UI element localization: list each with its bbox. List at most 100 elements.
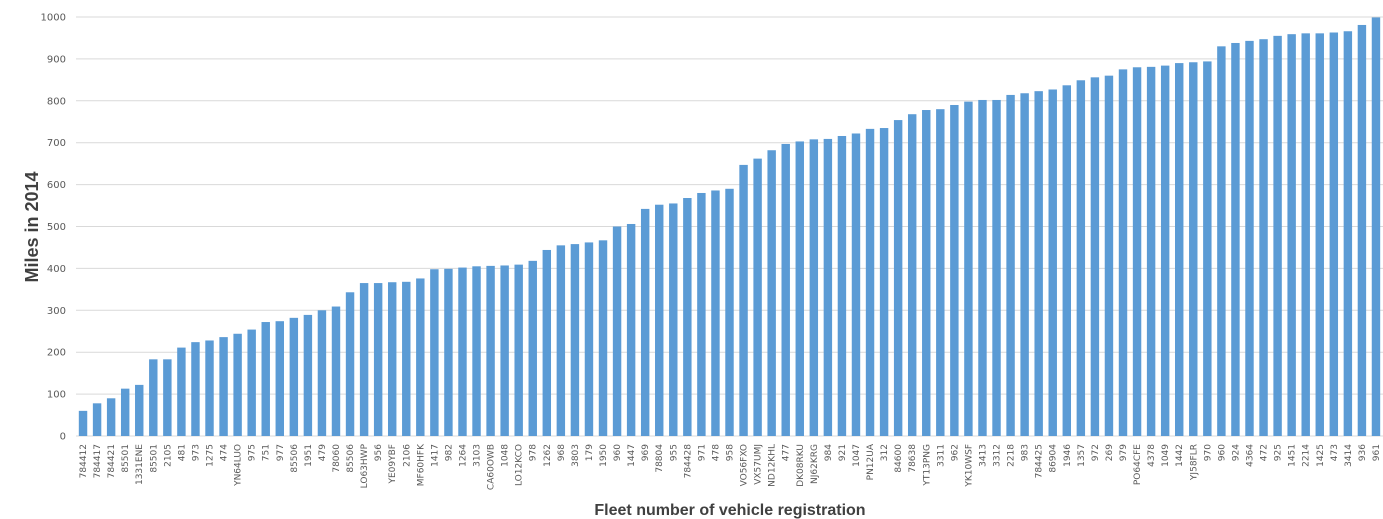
bar [893, 120, 903, 436]
bar [1006, 94, 1015, 437]
x-tick-label: 1264 [458, 444, 468, 467]
x-tick-label: 956 [374, 444, 384, 461]
x-tick-label: 921 [838, 444, 848, 461]
bar [472, 266, 481, 436]
bar [233, 333, 242, 436]
y-tick-label: 600 [47, 180, 66, 191]
x-tick-label: 1262 [543, 444, 553, 467]
x-tick-label: 784421 [107, 444, 117, 478]
x-tick-label: YT13PNG [922, 444, 932, 487]
x-tick-label: 962 [950, 444, 960, 461]
x-tick-label: 784417 [93, 444, 103, 478]
x-tick-label: 960 [613, 444, 623, 461]
bar [640, 208, 650, 436]
x-tick-label: 78060 [332, 444, 342, 473]
bar [1273, 35, 1282, 436]
bar [387, 282, 397, 436]
y-tick-label: 1000 [41, 13, 66, 24]
x-tick-label: 751 [262, 444, 272, 461]
bar [331, 306, 341, 436]
y-tick-label: 400 [47, 264, 66, 275]
bar [1329, 32, 1339, 437]
bar [247, 329, 256, 436]
bar [1203, 61, 1212, 436]
x-tick-label: 972 [1091, 444, 1101, 461]
x-tick-label: DK08RKU [796, 444, 806, 487]
x-axis-ticks: 784412 784417 784421 85501 1331ENE 85501 2105 4… [79, 443, 1382, 490]
bar [837, 135, 847, 436]
bar [936, 109, 945, 437]
x-tick-label: 78804 [655, 444, 665, 473]
bar [1076, 80, 1086, 437]
x-tick-label: 969 [641, 444, 651, 461]
bar [345, 292, 355, 436]
x-tick-label: 78638 [908, 444, 918, 473]
bar [500, 265, 509, 436]
x-tick-label: 3413 [978, 444, 988, 467]
y-tick-label: 200 [47, 348, 66, 359]
bar [809, 139, 819, 436]
x-tick-label: LO12KCO [515, 444, 525, 486]
x-tick-label: YE09YBF [388, 444, 398, 485]
x-tick-label: 961 [1372, 444, 1382, 461]
bar [655, 204, 664, 436]
x-tick-label: 179 [585, 444, 595, 461]
x-tick-label: 4378 [1147, 444, 1157, 467]
x-tick-label: 2105 [163, 444, 173, 467]
x-tick-label: 1447 [627, 444, 637, 467]
x-tick-label: NJ62KRG [810, 444, 820, 484]
x-tick-label: PO64CFE [1133, 444, 1143, 485]
bar [767, 150, 776, 436]
x-tick-label: 2214 [1302, 444, 1312, 467]
bar [120, 388, 130, 436]
y-tick-label: 500 [47, 222, 66, 233]
bar [1104, 75, 1114, 436]
bar [219, 337, 228, 436]
x-tick-label: 925 [1274, 444, 1284, 461]
x-tick-label: 970 [1203, 444, 1213, 461]
bar [373, 283, 383, 436]
bar [795, 141, 804, 436]
y-tick-label: 900 [47, 54, 66, 65]
bar [753, 158, 762, 436]
x-tick-label: 85501 [149, 444, 159, 473]
bar [430, 269, 439, 436]
bar [823, 138, 833, 436]
x-tick-label: 984 [824, 444, 834, 461]
x-tick-label: 1950 [599, 444, 609, 467]
x-tick-label: YJ58FLR [1189, 444, 1199, 481]
bar [865, 128, 875, 437]
bar [458, 267, 467, 436]
x-tick-label: MF60HFK [416, 443, 426, 486]
bar [1231, 42, 1240, 437]
bar [514, 264, 523, 436]
x-tick-label: 3311 [936, 444, 946, 467]
bar [626, 223, 636, 436]
bar [978, 99, 987, 436]
x-tick-label: 977 [276, 444, 286, 461]
bar [1371, 17, 1381, 436]
bar [612, 226, 622, 436]
x-tick-label: 477 [782, 444, 792, 461]
bar [1090, 77, 1100, 436]
x-tick-label: YN64LUO [234, 444, 244, 487]
y-tick-label: 100 [47, 390, 66, 401]
bar [177, 347, 186, 436]
x-tick-label: 479 [318, 444, 328, 461]
bar [1343, 31, 1353, 436]
y-axis-title: Miles in 2014 [22, 171, 42, 282]
x-tick-label: 1451 [1288, 444, 1298, 467]
x-tick-label: 1442 [1175, 444, 1185, 467]
bar [1118, 69, 1128, 436]
bar [1048, 89, 1057, 436]
x-axis-title: Fleet number of vehicle registration [594, 502, 865, 519]
bar [1301, 33, 1310, 436]
x-tick-label: 472 [1260, 444, 1270, 461]
bar [992, 99, 1001, 436]
bar [78, 410, 88, 436]
bar [1175, 63, 1184, 437]
bar [486, 265, 495, 436]
bar [1217, 46, 1226, 437]
x-tick-label: 1048 [501, 444, 511, 467]
